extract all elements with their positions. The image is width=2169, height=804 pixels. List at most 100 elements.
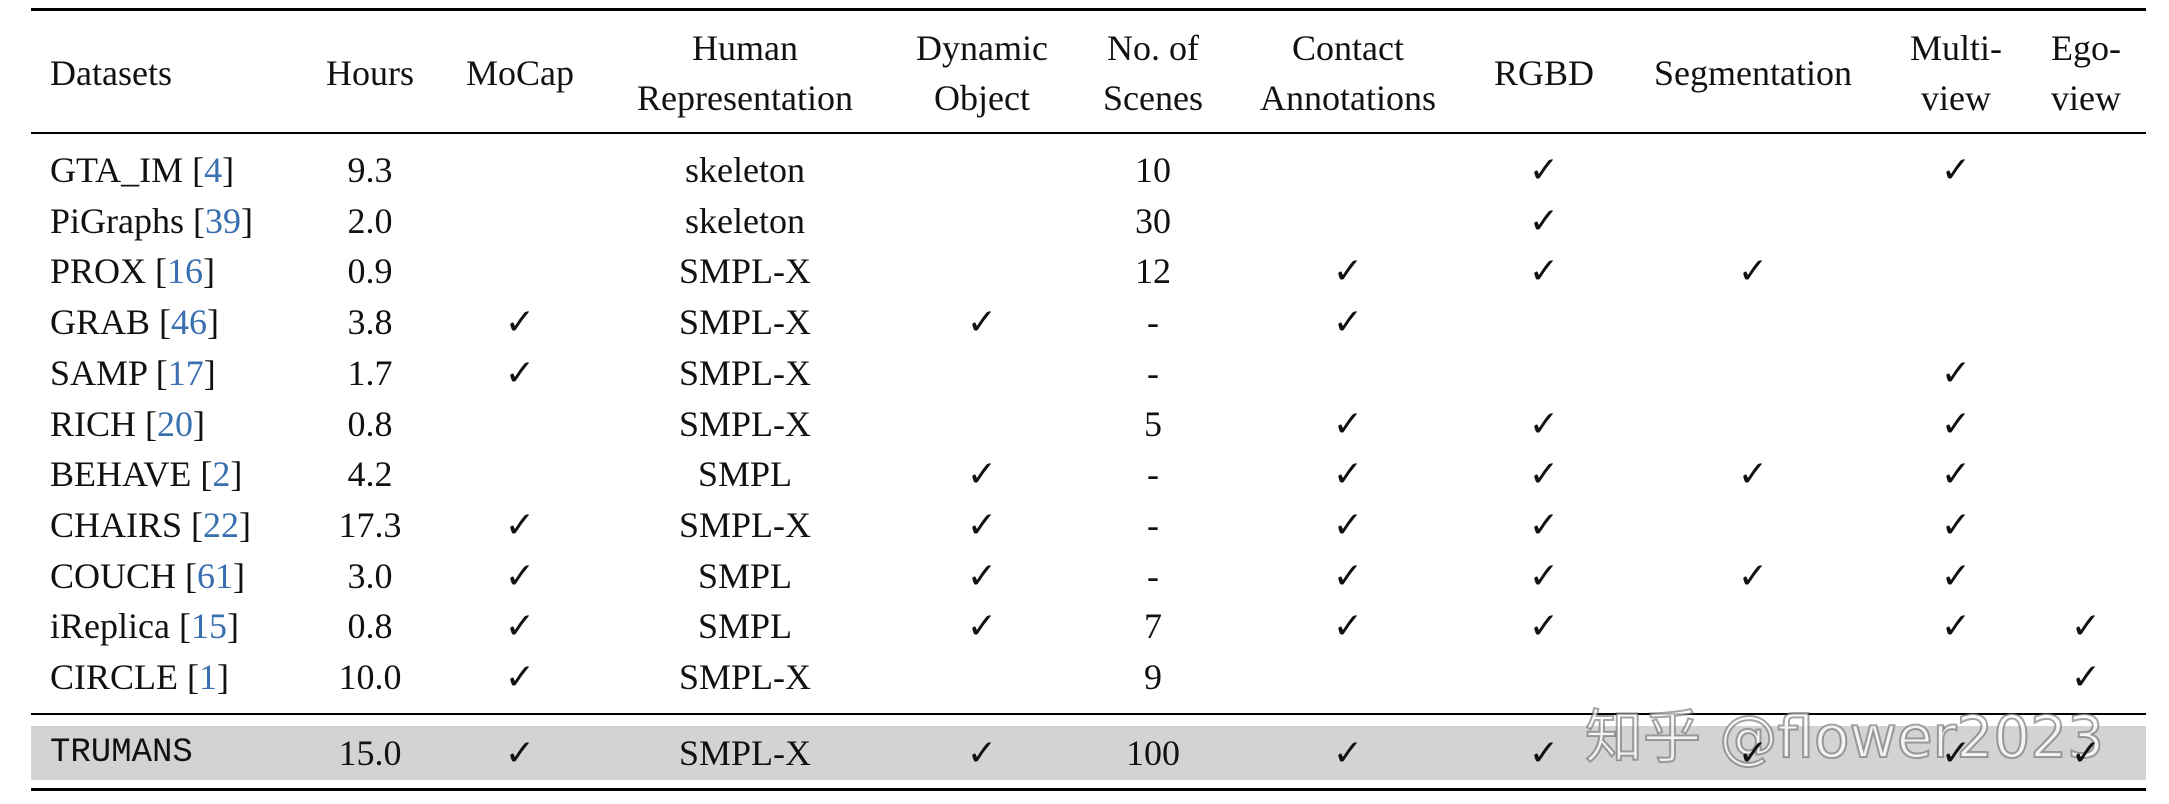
name-text: iReplica [50,606,170,647]
table-cell: ✓ [1332,454,1364,495]
header-cell: Human Representation [637,23,853,123]
table-cell: ✓ [966,733,998,773]
table-cell: 10.0 [338,657,402,697]
name-text: RICH [50,403,137,444]
table-cell: 2.0 [347,200,393,241]
table-cell: ✓ [504,606,536,647]
table-cell: 3.0 [347,555,393,596]
table-cell: ✓ [1332,733,1364,773]
table-cell: ✓ [2070,657,2102,697]
table-cell: SMPL-X [678,733,812,773]
table-cell: - [1147,504,1159,545]
dataset-name: iReplica [15] [50,601,239,651]
name-text: GTA_IM [50,150,184,190]
header-rule [31,132,2146,134]
header-line: RGBD [1493,53,1595,93]
header-cell: No. of Scenes [1103,23,1203,123]
table-cell: SMPL-X [678,352,812,393]
table-cell: SMPL-X [678,403,812,444]
name-text: GRAB [50,302,151,343]
header-line: Annotations [1260,78,1436,118]
table-cell: ✓ [1528,733,1560,773]
top-rule [31,8,2146,11]
citation: [4] [192,150,235,190]
dataset-name: PROX [16] [50,246,215,296]
table-cell: ✓ [1737,251,1769,292]
watermark: 知乎 @flower2023 [1584,702,2105,772]
citation: [20] [145,403,206,444]
dataset-name: GRAB [46] [50,297,219,347]
table-cell: SMPL [697,606,793,647]
table-cell: ✓ [1528,150,1560,190]
citation: [46] [159,302,220,343]
citation: [39] [193,200,253,241]
dataset-name: TRUMANS [50,734,193,772]
table-cell: SMPL [697,454,793,495]
table-cell: 5 [1144,403,1162,444]
name-text: BEHAVE [50,454,192,495]
header-cell: Ego-view [2051,23,2121,123]
table-cell: ✓ [1737,733,1769,773]
table-cell: ✓ [1940,454,1972,495]
header-line: Scenes [1103,78,1203,118]
table-cell: - [1147,352,1159,393]
table-cell: skeleton [685,200,805,241]
table-cell: ✓ [1528,504,1560,545]
header-line: Ego- [2051,28,2121,68]
table-cell: 0.8 [347,606,393,647]
dataset-name: SAMP [17] [50,348,216,398]
table-cell: ✓ [1737,555,1769,596]
table-cell: ✓ [1940,403,1972,444]
dataset-name: RICH [20] [50,399,205,449]
table-cell: 7 [1144,606,1162,647]
header-cell: Contact Annotations [1260,23,1436,123]
dataset-name: BEHAVE [2] [50,449,242,499]
table-cell: 0.8 [347,403,393,444]
table-cell: 15.0 [338,733,402,773]
table-cell: - [1147,555,1159,596]
header-line: Multi- [1909,28,2003,68]
table-cell: ✓ [966,454,998,495]
header-cell: Segmentation [1654,48,1852,98]
header-cell: RGBD [1494,48,1594,98]
table-cell: ✓ [1332,504,1364,545]
header-line: Representation [637,78,853,118]
table-cell: 3.8 [347,302,393,343]
highlight-band [31,726,2146,780]
name-text: CIRCLE [50,657,179,697]
table-cell: ✓ [1528,454,1560,495]
table-cell: - [1147,454,1159,495]
table-cell: ✓ [1528,606,1560,647]
table-cell: ✓ [966,504,998,545]
table-cell: ✓ [1528,251,1560,292]
table-cell: ✓ [2070,606,2102,647]
citation: [1] [187,657,230,697]
header-line: Segmentation [1654,53,1852,93]
header-line: MoCap [466,53,574,93]
table-cell: ✓ [1940,504,1972,545]
table-cell: ✓ [1332,555,1364,596]
table-cell: SMPL-X [678,302,812,343]
table-cell: 4.2 [347,454,393,495]
table-cell: 9.3 [347,150,393,190]
table-cell: SMPL-X [678,657,812,697]
dataset-name: CIRCLE [1] [50,652,229,702]
citation: [15] [178,606,239,647]
dataset-name: PiGraphs [39] [50,196,253,246]
table-cell: ✓ [966,555,998,596]
table-cell: ✓ [1332,403,1364,444]
header-line: Dynamic [916,28,1048,68]
section-rule [31,713,2146,715]
table-cell: ✓ [2070,733,2102,773]
table-cell: ✓ [504,657,536,697]
header-cell: Dynamic Object [916,23,1048,123]
table-cell: ✓ [504,302,536,343]
header-line: Hours [326,53,414,93]
dataset-name: CHAIRS [22] [50,500,251,550]
header-line: Object [934,78,1030,118]
table-cell: ✓ [1940,733,1972,773]
citation: [17] [155,352,216,393]
header-line: Datasets [50,53,172,93]
table-cell: SMPL [697,555,793,596]
header-cell: Datasets [50,48,172,98]
